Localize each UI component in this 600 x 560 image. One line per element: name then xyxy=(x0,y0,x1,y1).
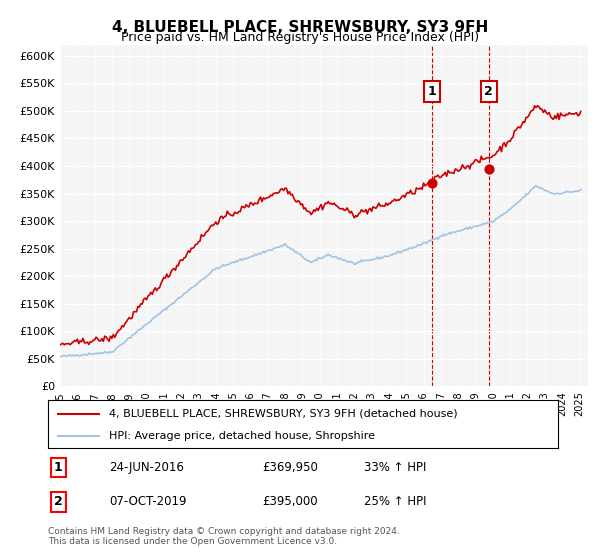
Text: 1: 1 xyxy=(54,461,62,474)
Text: 33% ↑ HPI: 33% ↑ HPI xyxy=(364,461,427,474)
Text: 4, BLUEBELL PLACE, SHREWSBURY, SY3 9FH (detached house): 4, BLUEBELL PLACE, SHREWSBURY, SY3 9FH (… xyxy=(109,409,458,419)
Text: Price paid vs. HM Land Registry's House Price Index (HPI): Price paid vs. HM Land Registry's House … xyxy=(121,31,479,44)
Text: 1: 1 xyxy=(427,85,436,98)
Text: £395,000: £395,000 xyxy=(262,496,318,508)
Text: 4, BLUEBELL PLACE, SHREWSBURY, SY3 9FH: 4, BLUEBELL PLACE, SHREWSBURY, SY3 9FH xyxy=(112,20,488,35)
Text: 25% ↑ HPI: 25% ↑ HPI xyxy=(364,496,427,508)
Text: £369,950: £369,950 xyxy=(262,461,318,474)
Point xyxy=(427,178,437,187)
Text: 2: 2 xyxy=(484,85,493,98)
Text: 24-JUN-2016: 24-JUN-2016 xyxy=(109,461,184,474)
Text: 07-OCT-2019: 07-OCT-2019 xyxy=(109,496,187,508)
Text: HPI: Average price, detached house, Shropshire: HPI: Average price, detached house, Shro… xyxy=(109,431,375,441)
Text: 2: 2 xyxy=(54,496,62,508)
Text: Contains HM Land Registry data © Crown copyright and database right 2024.
This d: Contains HM Land Registry data © Crown c… xyxy=(48,526,400,546)
Point xyxy=(484,164,494,173)
